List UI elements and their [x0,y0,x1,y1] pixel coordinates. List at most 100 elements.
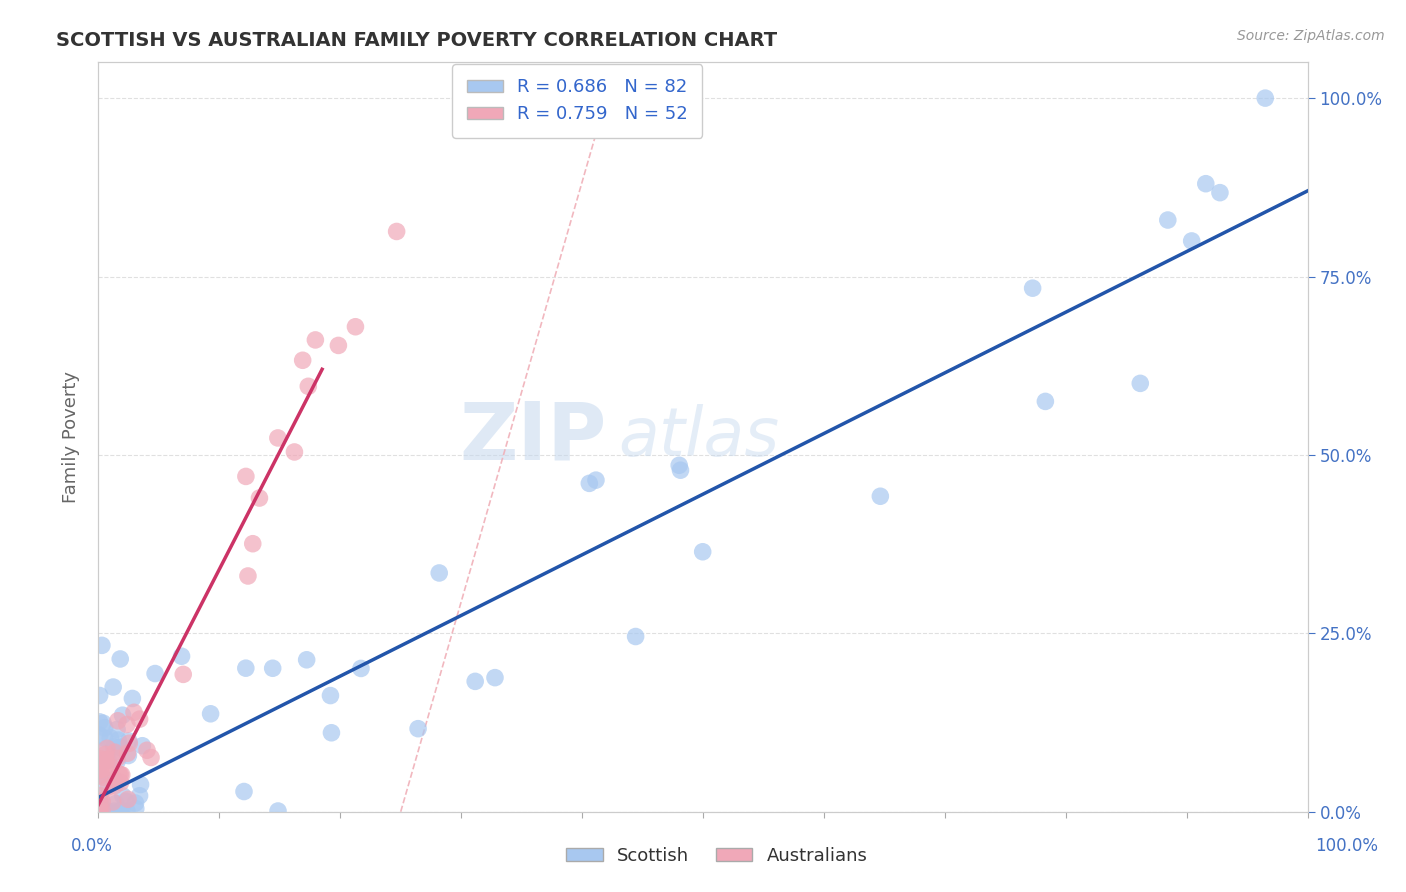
Point [110,775,132,789]
Point [89,760,111,774]
Point [89,797,111,811]
Text: atlas: atlas [619,404,779,470]
Point [117,746,139,760]
Point [1129,376,1152,391]
Point [89,804,111,818]
Point [129,778,152,792]
Point [103,739,125,754]
Point [297,379,319,393]
Point [319,689,342,703]
Point [93,731,115,746]
Point [89,763,111,777]
Point [385,224,408,238]
Point [122,706,145,720]
Text: 100.0%: 100.0% [1316,837,1378,855]
Point [104,779,127,793]
Point [97,780,120,794]
Point [89,689,111,703]
Point [117,748,139,763]
Point [668,458,690,473]
Point [249,491,271,505]
Point [89,714,111,729]
Point [427,566,450,580]
Point [344,319,367,334]
Point [484,671,506,685]
Point [89,804,111,818]
Point [93,777,115,791]
Point [1254,91,1277,105]
Point [104,772,127,787]
Point [89,804,111,818]
Point [89,768,111,782]
Point [350,661,373,675]
Point [108,804,131,818]
Point [624,630,647,644]
Point [94,747,117,762]
Text: Source: ZipAtlas.com: Source: ZipAtlas.com [1237,29,1385,43]
Point [233,784,256,798]
Point [89,804,111,818]
Point [111,708,134,723]
Point [291,353,314,368]
Point [91,794,114,808]
Point [1021,281,1043,295]
Point [669,463,692,477]
Point [107,733,129,747]
Point [115,717,138,731]
Point [108,767,131,781]
Point [267,804,290,818]
Point [406,722,429,736]
Point [107,754,129,768]
Point [107,714,129,728]
Point [89,744,111,758]
Y-axis label: Family Poverty: Family Poverty [62,371,80,503]
Point [1181,234,1204,248]
Point [89,763,111,777]
Text: 0.0%: 0.0% [70,837,112,855]
Point [96,741,118,756]
Point [93,804,115,818]
Point [464,674,486,689]
Point [128,789,150,803]
Point [91,804,114,818]
Point [110,767,132,781]
Point [89,758,111,772]
Point [118,734,141,748]
Point [131,739,153,753]
Point [124,796,146,810]
Point [139,750,162,764]
Point [91,770,114,784]
Point [110,740,132,755]
Point [267,431,290,445]
Point [295,653,318,667]
Point [89,804,111,818]
Text: ZIP: ZIP [458,398,606,476]
Point [93,721,115,735]
Point [89,768,111,782]
Point [94,760,117,774]
Point [90,638,112,652]
Point [97,804,120,818]
Point [1035,394,1057,409]
Point [89,804,111,818]
Point [125,802,148,816]
Point [262,661,284,675]
Point [97,753,120,767]
Point [118,736,141,750]
Point [242,537,264,551]
Point [108,740,131,755]
Point [283,445,305,459]
Point [304,333,326,347]
Point [104,797,127,811]
Point [200,706,222,721]
Point [128,712,150,726]
Point [89,795,111,809]
Point [172,667,194,681]
Point [104,804,127,818]
Point [869,489,891,503]
Point [89,789,111,803]
Point [328,338,350,352]
Point [578,476,600,491]
Point [1209,186,1232,200]
Point [1157,213,1180,227]
